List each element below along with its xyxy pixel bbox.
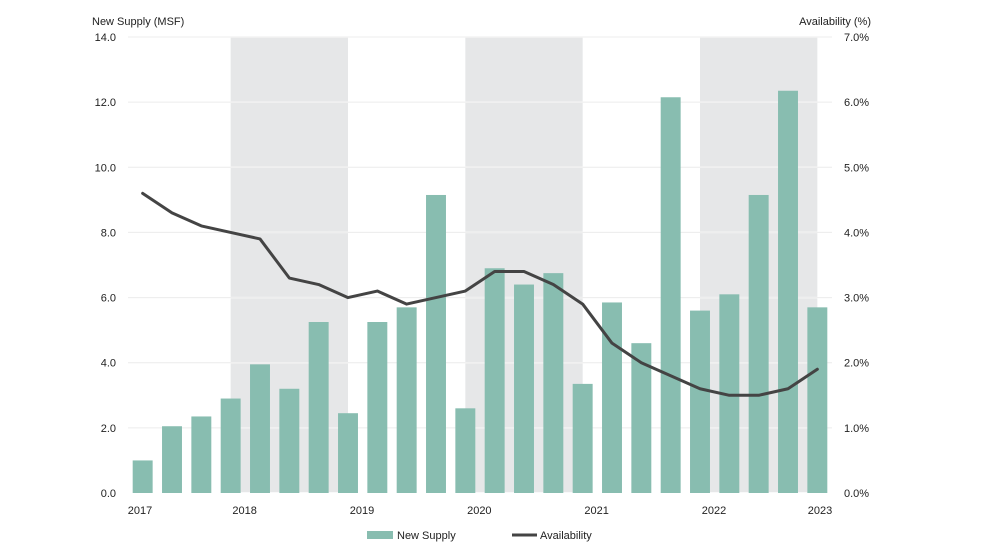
right-tick-label: 5.0% — [844, 162, 869, 174]
right-tick-label: 2.0% — [844, 358, 869, 370]
bar-series — [132, 90, 828, 493]
legend-label-new-supply: New Supply — [397, 530, 456, 542]
right-tick-label: 6.0% — [844, 97, 869, 109]
right-tick-label: 4.0% — [844, 227, 869, 239]
bar — [162, 426, 182, 493]
left-tick-label: 14.0 — [95, 32, 116, 44]
x-tick-label: 2019 — [350, 505, 374, 517]
bar — [807, 307, 828, 493]
x-tick-label: 2023 — [808, 505, 832, 517]
right-axis-title: Availability (%) — [799, 16, 871, 28]
x-tick-label: 2020 — [467, 505, 491, 517]
bar — [748, 194, 769, 493]
right-tick-label: 3.0% — [844, 293, 869, 305]
bar — [308, 322, 329, 493]
left-axis-title: New Supply (MSF) — [92, 16, 185, 28]
line-series — [141, 191, 819, 397]
bar — [572, 383, 593, 493]
legend-label-availability: Availability — [540, 530, 592, 542]
x-tick-label: 2017 — [128, 505, 152, 517]
bar — [220, 398, 241, 493]
x-tick-label: 2022 — [702, 505, 726, 517]
bar — [719, 294, 740, 493]
right-tick-label: 1.0% — [844, 423, 869, 435]
bar — [514, 284, 534, 493]
bar — [279, 388, 300, 493]
left-tick-label: 8.0 — [101, 227, 116, 239]
bar — [631, 343, 652, 493]
left-tick-label: 12.0 — [95, 97, 116, 109]
bar — [690, 310, 710, 493]
bar — [455, 408, 476, 493]
left-tick-label: 6.0 — [101, 293, 116, 305]
legend-swatch-new-supply — [367, 531, 393, 539]
bar — [250, 364, 270, 493]
bar — [367, 322, 388, 493]
bar — [338, 413, 358, 493]
left-axis-ticks: 0.0 2.0 4.0 6.0 8.0 10.0 12.0 14.0 — [95, 32, 116, 500]
bar — [778, 90, 798, 493]
x-tick-label: 2021 — [584, 505, 608, 517]
left-tick-label: 0.0 — [101, 488, 116, 500]
bar — [484, 268, 505, 493]
right-tick-label: 7.0% — [844, 32, 869, 44]
left-tick-label: 2.0 — [101, 423, 116, 435]
x-axis-ticks: 2017 2018 2019 2020 2021 2022 2023 — [128, 505, 832, 517]
grid-lines — [128, 36, 832, 494]
right-axis-ticks: 0.0% 1.0% 2.0% 3.0% 4.0% 5.0% 6.0% 7.0% — [844, 32, 869, 500]
bar — [543, 273, 564, 493]
left-tick-label: 4.0 — [101, 358, 116, 370]
left-tick-label: 10.0 — [95, 162, 116, 174]
right-tick-label: 0.0% — [844, 488, 869, 500]
x-tick-label: 2018 — [232, 505, 256, 517]
bar — [132, 460, 153, 493]
bar — [396, 307, 417, 493]
availability-line — [141, 191, 819, 397]
bar — [191, 416, 212, 493]
legend: New Supply Availability — [367, 530, 592, 542]
bar — [660, 97, 681, 493]
bar — [426, 194, 446, 493]
bar — [602, 302, 622, 493]
